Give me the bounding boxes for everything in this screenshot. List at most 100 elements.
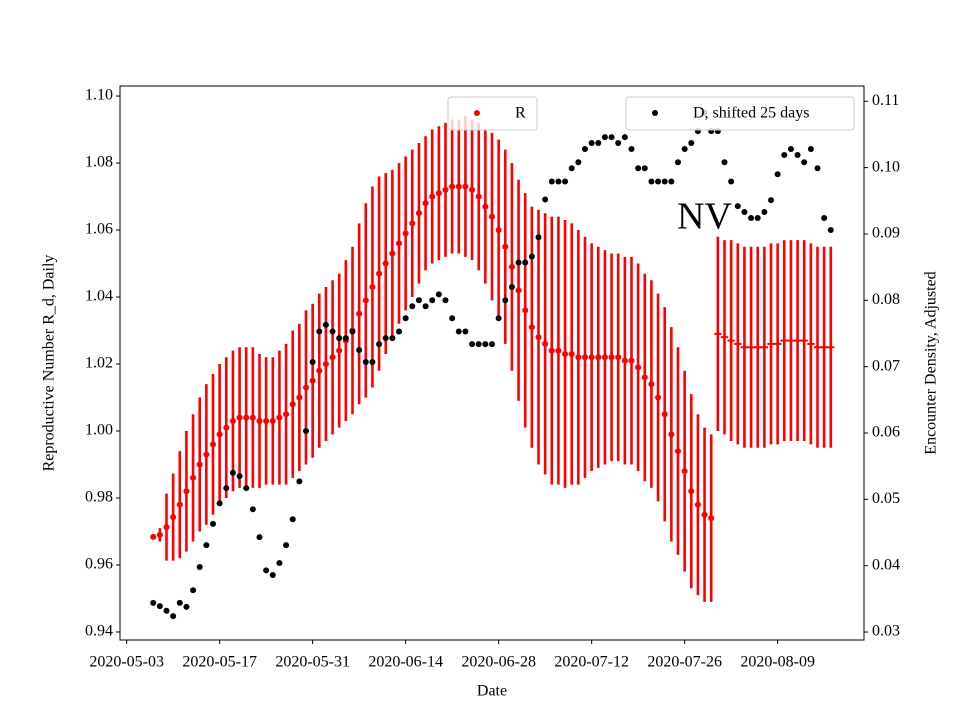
point <box>469 341 476 348</box>
point <box>801 159 808 166</box>
point <box>449 183 456 190</box>
point <box>469 186 476 193</box>
point <box>216 500 223 507</box>
y2-tick-label: 0.04 <box>872 556 900 573</box>
point <box>156 531 163 538</box>
point <box>582 354 588 361</box>
point <box>309 359 316 366</box>
point <box>542 340 549 347</box>
point <box>522 259 529 266</box>
point <box>382 260 389 267</box>
point <box>229 417 236 424</box>
point <box>216 431 223 438</box>
point <box>681 146 688 153</box>
point <box>482 203 489 210</box>
point <box>621 134 628 141</box>
point <box>442 186 449 193</box>
y-tick-label: 0.96 <box>85 556 113 573</box>
point <box>648 178 655 185</box>
point <box>163 524 170 531</box>
y2-tick-label: 0.03 <box>872 623 900 640</box>
point <box>170 514 177 521</box>
point <box>688 140 695 147</box>
point <box>396 328 402 335</box>
point <box>528 324 535 331</box>
y2-tick-label: 0.11 <box>872 92 899 109</box>
point <box>316 367 323 374</box>
point <box>794 152 801 159</box>
point <box>601 354 608 361</box>
y-tick-label: 0.98 <box>85 489 113 506</box>
point <box>309 377 316 384</box>
point <box>728 178 735 185</box>
point <box>402 315 409 322</box>
point <box>595 354 602 361</box>
point <box>409 220 416 227</box>
point <box>316 328 323 335</box>
point <box>734 203 741 210</box>
plot-frame <box>119 85 865 641</box>
point <box>229 469 236 476</box>
point <box>489 213 495 220</box>
point <box>449 315 456 322</box>
point <box>495 227 502 234</box>
y-tick-label: 1.00 <box>85 422 113 439</box>
y-tick-label: 1.08 <box>85 154 113 171</box>
point <box>535 234 542 241</box>
point <box>322 321 329 328</box>
point <box>150 533 157 540</box>
point <box>210 441 216 448</box>
point <box>668 431 675 438</box>
point <box>223 485 230 492</box>
point <box>635 165 642 172</box>
point <box>721 159 728 166</box>
point <box>356 310 363 317</box>
point <box>369 283 376 290</box>
point <box>409 303 416 310</box>
point <box>588 140 595 147</box>
point <box>641 374 648 381</box>
point <box>675 448 681 455</box>
point <box>615 354 622 361</box>
legend-box <box>447 96 538 131</box>
point <box>562 178 569 185</box>
x-axis-label: Date <box>477 683 507 700</box>
point <box>269 571 276 578</box>
point <box>283 542 290 549</box>
legend-box <box>625 96 855 131</box>
point <box>741 209 748 216</box>
point <box>774 171 781 178</box>
point <box>562 350 569 357</box>
y-tick-label: 1.06 <box>85 221 113 238</box>
point <box>396 240 402 247</box>
point <box>269 417 276 424</box>
point <box>283 411 290 418</box>
point <box>821 215 828 222</box>
point <box>382 335 389 342</box>
point <box>588 354 595 361</box>
point <box>249 506 256 513</box>
point <box>150 599 157 606</box>
point <box>489 341 495 348</box>
point <box>648 381 655 388</box>
point <box>568 350 575 357</box>
y2-tick-label: 0.09 <box>872 225 900 242</box>
point <box>435 291 442 298</box>
point <box>555 178 562 185</box>
y-tick-label: 0.94 <box>85 623 113 640</box>
point <box>548 347 555 354</box>
y2-tick-label: 0.07 <box>872 357 900 374</box>
point <box>256 417 263 424</box>
point <box>389 335 396 342</box>
point <box>435 190 442 197</box>
y-tick-label: 1.02 <box>85 355 113 372</box>
point <box>475 193 482 200</box>
point <box>442 297 449 304</box>
x-tick-label: 2020-05-31 <box>275 654 350 671</box>
point <box>203 451 210 458</box>
point <box>156 603 163 610</box>
legend-label: D, shifted 25 days <box>693 105 809 122</box>
x-tick-label: 2020-05-03 <box>89 654 164 671</box>
point <box>236 473 243 480</box>
